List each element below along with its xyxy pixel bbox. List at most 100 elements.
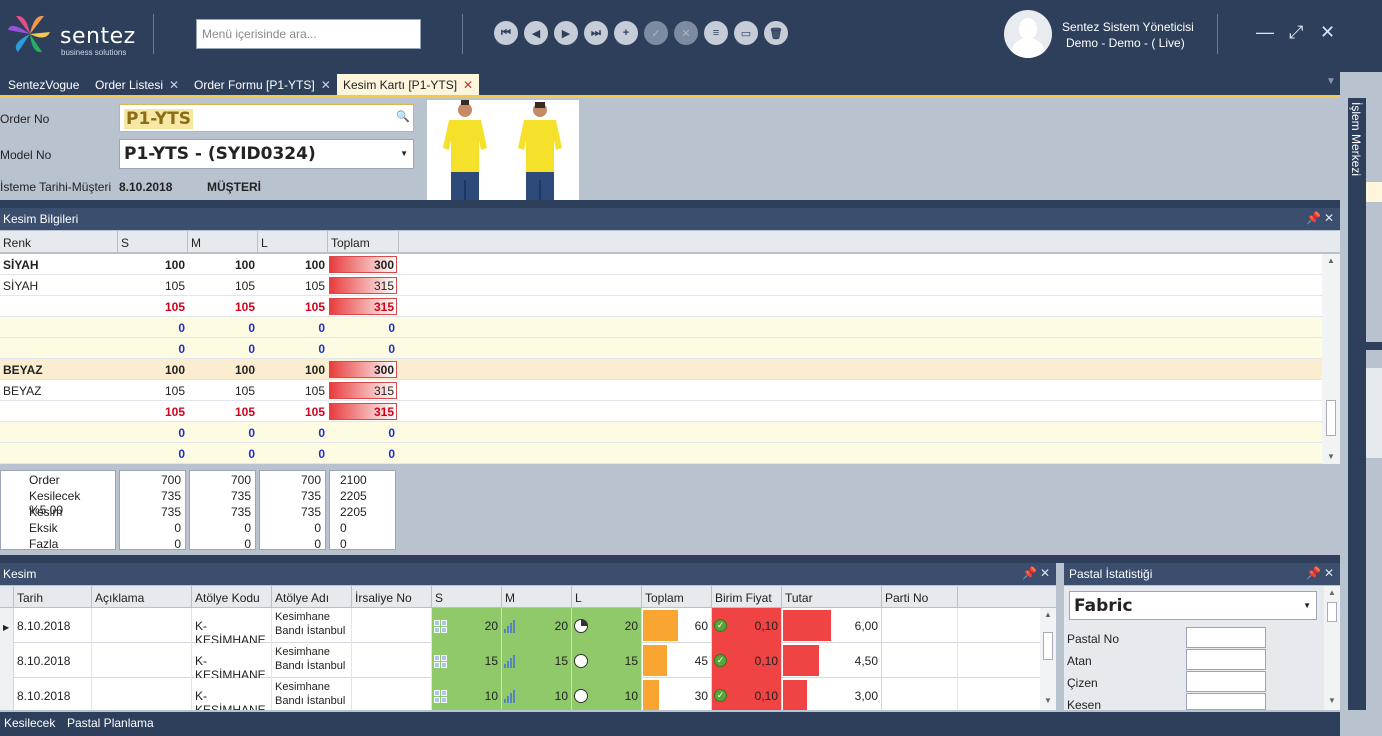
- col-toplam[interactable]: Toplam: [328, 231, 399, 253]
- chevron-down-icon[interactable]: ▼: [1303, 601, 1311, 610]
- table-row[interactable]: 8.10.2018 K-KESİMHANE Kesimhane Bandı İstan…: [0, 678, 1040, 710]
- pastal-scrollbar[interactable]: ▲ ▼: [1324, 586, 1340, 710]
- cell-tutar: 3,00: [782, 678, 882, 710]
- pin-icon[interactable]: 📌: [1022, 566, 1037, 580]
- grid-icon: [434, 690, 447, 703]
- cell-m: 15: [502, 643, 572, 678]
- col-tutar[interactable]: Tutar: [782, 586, 882, 608]
- close-icon[interactable]: ✕: [1324, 211, 1335, 225]
- tab-sentezvogue[interactable]: SentezVogue: [8, 78, 80, 92]
- col-atolye-adi[interactable]: Atölye Adı: [272, 586, 352, 608]
- col-renk[interactable]: Renk: [0, 231, 118, 253]
- row-indicator[interactable]: [0, 643, 14, 678]
- kesim-header: Kesim 📌 ✕: [0, 563, 1056, 585]
- tab-kesilecek[interactable]: Kesilecek: [4, 716, 56, 730]
- table-row[interactable]: 0 0 0 0: [0, 422, 1322, 443]
- tabs-dropdown-icon[interactable]: ▼: [1326, 76, 1336, 87]
- delete-icon[interactable]: 🗑: [764, 21, 788, 45]
- prev-icon[interactable]: ◀: [524, 21, 548, 45]
- pastal-no-field[interactable]: [1186, 627, 1266, 648]
- toplam-bar: 315: [329, 382, 397, 399]
- tab-kesim-karti[interactable]: Kesim Kartı [P1-YTS] ✕: [337, 74, 480, 96]
- table-row[interactable]: 105 105 105 315: [0, 296, 1322, 317]
- list-icon[interactable]: ≡: [704, 21, 728, 45]
- col-l[interactable]: L: [572, 586, 642, 608]
- customer-name: MÜŞTERİ: [207, 180, 261, 194]
- cancel-icon[interactable]: ✕: [674, 21, 698, 45]
- col-tarih[interactable]: Tarih: [14, 586, 92, 608]
- kesim-scrollbar[interactable]: ▲ ▼: [1040, 608, 1056, 710]
- islem-merkezi-panel[interactable]: [1348, 98, 1366, 710]
- tab-order-formu[interactable]: Order Formu [P1-YTS] ✕: [194, 78, 331, 92]
- col-l[interactable]: L: [258, 231, 328, 253]
- order-no-label: Order No: [0, 112, 50, 126]
- add-icon[interactable]: +: [614, 21, 638, 45]
- table-row[interactable]: BEYAZ 105 105 105 315: [0, 380, 1322, 401]
- pin-icon[interactable]: 📌: [1306, 211, 1321, 225]
- atolye-adi-line1: Kesimhane: [275, 681, 331, 693]
- tutar-data-bar: [783, 610, 831, 641]
- close-icon[interactable]: ✕: [1324, 566, 1335, 580]
- minimize-icon[interactable]: —: [1256, 22, 1274, 42]
- pin-icon[interactable]: 📌: [1306, 566, 1321, 580]
- table-row[interactable]: 0 0 0 0: [0, 338, 1322, 359]
- row-indicator[interactable]: [0, 678, 14, 710]
- cell-atolye-kodu: K-KESİMHANE: [192, 608, 272, 647]
- tab-order-listesi[interactable]: Order Listesi ✕: [95, 78, 180, 92]
- table-row[interactable]: 0 0 0 0: [0, 317, 1322, 338]
- cell-toplam: 315: [373, 300, 394, 314]
- col-atolye-kodu[interactable]: Atölye Kodu: [192, 586, 272, 608]
- atolye-adi-line1: Kesimhane: [275, 611, 331, 623]
- cell-l: 15: [572, 643, 642, 678]
- col-m[interactable]: M: [502, 586, 572, 608]
- atan-field[interactable]: [1186, 649, 1266, 670]
- form-icon[interactable]: ▭: [734, 21, 758, 45]
- grid-icon: [434, 655, 447, 668]
- col-toplam[interactable]: Toplam: [642, 586, 712, 608]
- col-parti-no[interactable]: Parti No: [882, 586, 958, 608]
- table-row[interactable]: SİYAH 105 105 105 315: [0, 275, 1322, 296]
- model-no-field[interactable]: P1-YTS - (SYID0324) ▼: [119, 139, 414, 169]
- table-row[interactable]: 0 0 0 0: [0, 443, 1322, 464]
- chevron-down-icon[interactable]: ▼: [400, 149, 408, 158]
- approve-icon[interactable]: ✓: [644, 21, 668, 45]
- maximize-icon[interactable]: ⤢: [1289, 22, 1304, 42]
- lookup-search-icon[interactable]: 🔍: [396, 111, 410, 123]
- close-icon[interactable]: ✕: [1040, 566, 1051, 580]
- summary-l-value: 700: [300, 473, 321, 487]
- col-aciklama[interactable]: Açıklama: [92, 586, 192, 608]
- first-icon[interactable]: ⏮: [494, 21, 518, 45]
- cizen-field[interactable]: [1186, 671, 1266, 692]
- col-s[interactable]: S: [432, 586, 502, 608]
- tab-close-icon[interactable]: ✕: [463, 78, 474, 92]
- menu-search-input[interactable]: Menü içerisinde ara...: [196, 19, 421, 49]
- tab-pastal-planlama[interactable]: Pastal Planlama: [67, 716, 154, 730]
- kesen-label: Kesen: [1067, 698, 1102, 712]
- col-irsaliye-no[interactable]: İrsaliye No: [352, 586, 432, 608]
- cell-toplam: 315: [373, 279, 394, 293]
- table-row[interactable]: ▶ 8.10.2018 K-KESİMHANE Kesimhane Bandı İsta…: [0, 608, 1040, 647]
- next-icon[interactable]: ▶: [554, 21, 578, 45]
- cell-irsaliye-no: [352, 678, 432, 710]
- tab-close-icon[interactable]: ✕: [320, 78, 331, 92]
- col-s[interactable]: S: [118, 231, 188, 253]
- islem-merkezi-label[interactable]: İşlem Merkezi: [1349, 102, 1363, 177]
- row-indicator[interactable]: ▶: [0, 608, 14, 643]
- col-birim-fiyat[interactable]: Birim Fiyat: [712, 586, 782, 608]
- user-avatar[interactable]: [1004, 10, 1052, 58]
- tab-close-icon[interactable]: ✕: [169, 78, 180, 92]
- kesen-field[interactable]: [1186, 693, 1266, 710]
- kesim-bilgileri-scrollbar[interactable]: ▲ ▼: [1322, 254, 1340, 464]
- last-icon[interactable]: ⏭: [584, 21, 608, 45]
- table-row[interactable]: SİYAH 100 100 100 300: [0, 254, 1322, 275]
- col-m[interactable]: M: [188, 231, 258, 253]
- table-row[interactable]: BEYAZ 100 100 100 300: [0, 359, 1322, 380]
- close-window-icon[interactable]: ✕: [1320, 22, 1336, 42]
- order-no-field[interactable]: P1-YTS 🔍: [119, 104, 414, 132]
- cell-l: 0: [318, 426, 325, 440]
- brand-subtitle: business solutions: [61, 48, 127, 57]
- active-tab-underline: [0, 95, 1340, 98]
- table-row[interactable]: 105 105 105 315: [0, 401, 1322, 422]
- pastal-type-select[interactable]: Fabric ▼: [1069, 591, 1317, 620]
- table-row[interactable]: 8.10.2018 K-KESİMHANE Kesimhane Bandı İstan…: [0, 643, 1040, 682]
